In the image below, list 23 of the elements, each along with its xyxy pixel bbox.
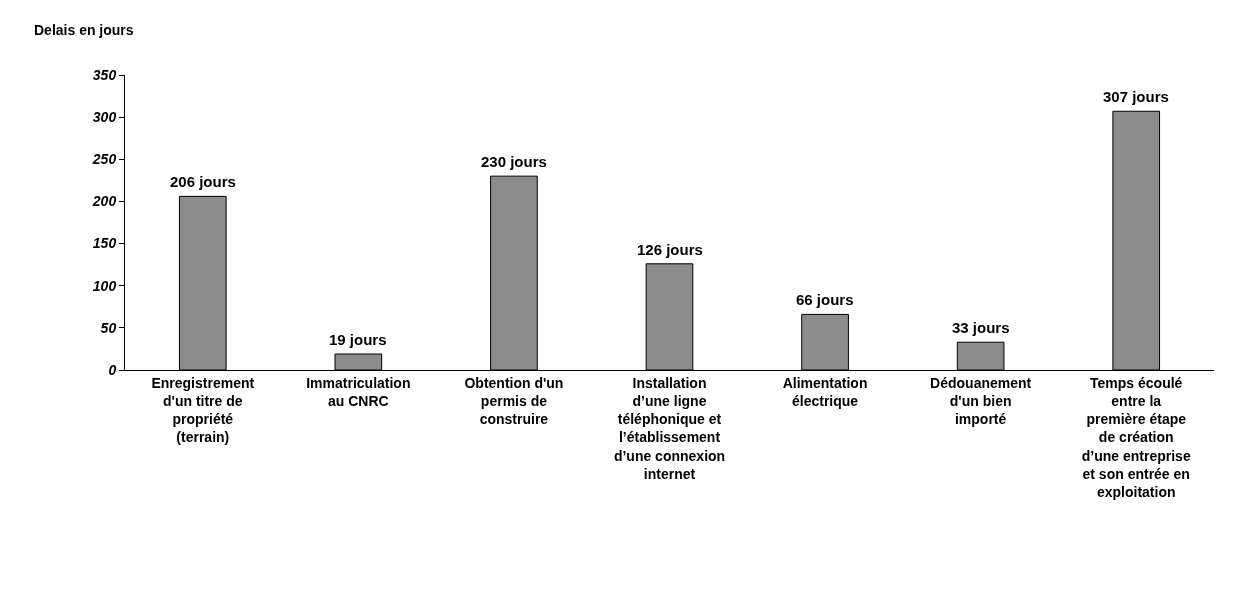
y-tick-label: 200 [91,193,117,210]
y-tick-label: 100 [92,277,117,294]
y-tick-label: 0 [108,361,117,378]
x-tick-label: Immatriculation au CNRC [306,374,411,409]
x-tick-label: Enregistrement d'un titre de propriété (terrain) [151,374,255,446]
data-label: 206 jours [170,173,236,190]
data-label: 126 jours [637,241,703,258]
x-tick-label: Obtention d'un permis de construire [464,374,564,428]
x-tick-label: Temps écoulé entre la première étape de création d’une entreprise et son entrée en exploitation [1081,374,1191,500]
y-tick-label: 150 [92,235,117,252]
x-tick-label: Dédouanement d'un bien importé [930,374,1032,428]
data-label: 33 jours [952,319,1010,336]
data-label: 19 jours [329,331,387,348]
y-tick-label: 250 [91,151,117,168]
y-axis-title: Delais en jours [34,22,134,38]
x-tick-label: Alimentation électrique [782,374,868,409]
y-tick-label: 300 [92,109,117,126]
x-tick-label: Installation d’une ligne téléphonique et l’établissement d’une connexion internet [613,374,726,482]
data-label: 230 jours [481,153,547,170]
y-tick-label: 50 [100,319,117,336]
data-label: 66 jours [796,291,854,308]
y-tick-label: 350 [92,66,117,83]
data-label: 307 jours [1103,88,1169,105]
